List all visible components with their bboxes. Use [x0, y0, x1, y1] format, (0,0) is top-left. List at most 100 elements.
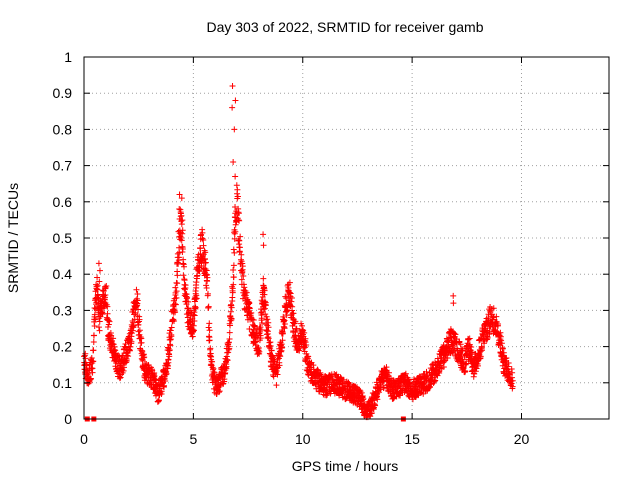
- data-point: [279, 337, 286, 344]
- data-point: [136, 316, 143, 323]
- data-point: [221, 376, 228, 383]
- data-point: [225, 346, 232, 353]
- data-point: [193, 295, 200, 302]
- data-point: [230, 262, 237, 269]
- data-point: [207, 345, 214, 352]
- data-point: [260, 275, 267, 282]
- data-point: [202, 249, 209, 256]
- data-point: [261, 287, 268, 294]
- data-point: [236, 237, 243, 244]
- data-point: [173, 288, 180, 295]
- data-point: [226, 329, 233, 336]
- data-point: [132, 309, 139, 316]
- data-point: [178, 212, 185, 219]
- data-point: [116, 353, 123, 360]
- data-point: [133, 286, 140, 293]
- data-point: [178, 237, 185, 244]
- data-point: [230, 158, 237, 165]
- data-point: [232, 203, 239, 210]
- data-point: [222, 370, 229, 377]
- data-point: [135, 306, 142, 313]
- data-point: [460, 364, 467, 371]
- data-point: [509, 377, 516, 384]
- data-point: [503, 354, 510, 361]
- data-point: [444, 354, 451, 361]
- data-point: [227, 308, 234, 315]
- data-point: [172, 300, 179, 307]
- data-point: [174, 272, 181, 279]
- data-point: [173, 294, 180, 301]
- data-point: [228, 316, 235, 323]
- data-point: [231, 126, 238, 133]
- data-point: [406, 380, 413, 387]
- data-point: [174, 280, 181, 287]
- data-point: [265, 324, 272, 331]
- data-point: [167, 327, 174, 334]
- data-point: [432, 377, 439, 384]
- data-point: [499, 352, 506, 359]
- data-point: [168, 333, 175, 340]
- data-point: [236, 248, 243, 255]
- data-point: [209, 358, 216, 365]
- data-point: [457, 341, 464, 348]
- data-point: [250, 317, 257, 324]
- data-point: [172, 284, 179, 291]
- data-point: [417, 389, 424, 396]
- data-point: [128, 338, 135, 345]
- data-point: [423, 368, 430, 375]
- data-point: [204, 274, 211, 281]
- data-point: [484, 336, 491, 343]
- x-tick-label: 5: [189, 431, 197, 447]
- data-point: [176, 206, 183, 213]
- y-tick-label: 0.2: [53, 339, 73, 355]
- data-point: [102, 291, 109, 298]
- data-point: [179, 230, 186, 237]
- data-point: [175, 260, 182, 267]
- data-point: [402, 370, 409, 377]
- data-point: [190, 327, 197, 334]
- data-point: [171, 317, 178, 324]
- data-point: [463, 360, 470, 367]
- x-axis-label: GPS time / hours: [292, 458, 399, 474]
- data-point: [451, 346, 458, 353]
- data-point: [256, 348, 263, 355]
- data-point: [490, 305, 497, 312]
- data-point: [227, 314, 234, 321]
- data-point: [225, 349, 232, 356]
- data-point: [231, 235, 238, 242]
- data-point: [177, 213, 184, 220]
- data-point: [288, 294, 295, 301]
- data-point: [420, 390, 427, 397]
- data-point: [504, 363, 511, 370]
- data-point: [498, 337, 505, 344]
- data-point: [246, 300, 253, 307]
- data-point: [472, 368, 479, 375]
- ticks-layer: 00.10.20.30.40.50.60.70.80.910 5 10 15 20: [53, 49, 609, 447]
- data-point: [232, 228, 239, 235]
- data-point: [274, 371, 281, 378]
- x-tick-label: 15: [404, 431, 420, 447]
- data-point: [459, 347, 466, 354]
- data-point: [179, 245, 186, 252]
- data-point: [95, 324, 102, 331]
- data-point: [246, 305, 253, 312]
- data-point: [163, 370, 170, 377]
- data-point: [178, 221, 185, 228]
- data-point: [380, 378, 387, 385]
- data-point: [479, 347, 486, 354]
- data-point: [141, 354, 148, 361]
- data-point: [178, 195, 185, 202]
- data-point: [185, 298, 192, 305]
- data-point: [360, 395, 367, 402]
- data-point: [138, 339, 145, 346]
- x-tick-label: 20: [514, 431, 530, 447]
- data-point: [304, 354, 311, 361]
- data-point: [223, 363, 230, 370]
- data-point: [134, 291, 141, 298]
- data-point: [468, 343, 475, 350]
- data-point: [162, 377, 169, 384]
- data-point: [375, 389, 382, 396]
